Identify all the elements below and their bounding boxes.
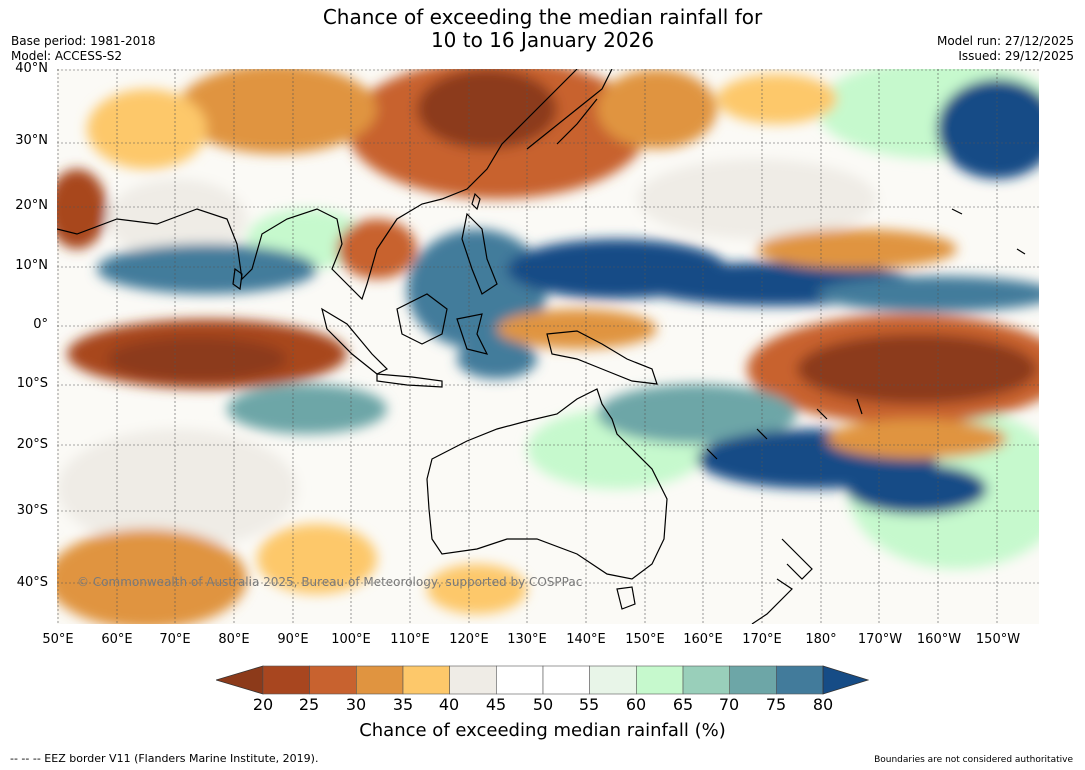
colorbar-segment — [682, 665, 730, 695]
colorbar-tick: 20 — [252, 695, 274, 714]
colorbar-tick: 65 — [672, 695, 694, 714]
colorbar-tick: 30 — [345, 695, 367, 714]
lon-label: 120°E — [449, 632, 489, 647]
lon-label: 150°W — [975, 632, 1021, 647]
lat-label: 40°S — [16, 575, 48, 590]
colorbar-tick: 80 — [812, 695, 834, 714]
model-run: Model run: 27/12/2025 — [936, 34, 1074, 48]
map-title-line2: 10 to 16 January 2026 — [430, 28, 655, 52]
lat-label: 30°N — [15, 133, 48, 148]
new-guinea-coastline — [546, 330, 658, 385]
java-coastline — [376, 373, 443, 388]
lon-label: 150°E — [625, 632, 665, 647]
copyright-notice: © Commonwealth of Australia 2025, Bureau… — [77, 575, 583, 589]
lon-label: 100°E — [331, 632, 371, 647]
lat-label: 40°N — [15, 61, 48, 76]
colorbar-tick: 70 — [718, 695, 740, 714]
colorbar-tick: 45 — [485, 695, 507, 714]
colorbar-segment — [589, 665, 637, 695]
colorbar-segment — [496, 665, 544, 695]
lon-label: 170°E — [742, 632, 782, 647]
colorbar-segment — [262, 665, 310, 695]
colorbar-tick: 55 — [578, 695, 600, 714]
tasmania-coastline — [616, 586, 636, 610]
model-name: Model: ACCESS-S2 — [11, 49, 123, 63]
lon-label: 140°E — [566, 632, 606, 647]
lat-label: 30°S — [16, 503, 48, 518]
issued-date: Issued: 29/12/2025 — [958, 49, 1074, 63]
sumatra-coastline — [321, 307, 389, 375]
rainfall-probability-map — [57, 69, 1039, 624]
pacific-islands — [706, 208, 1026, 460]
coastlines — [57, 69, 1026, 624]
colorbar-segment — [402, 665, 450, 695]
lon-label: 130°E — [507, 632, 547, 647]
colorbar-segment — [542, 665, 590, 695]
lon-label: 50°E — [42, 632, 74, 647]
lon-label: 80°E — [218, 632, 250, 647]
lon-label: 60°E — [101, 632, 133, 647]
japan-coastline — [526, 69, 613, 150]
lat-label: 10°N — [15, 258, 48, 273]
colorbar-tick: 25 — [298, 695, 320, 714]
australia-coastline — [426, 388, 668, 580]
colorbar-tick: 40 — [438, 695, 460, 714]
colorbar-segment — [776, 665, 824, 695]
lat-label: 20°S — [16, 437, 48, 452]
colorbar-tick: 35 — [392, 695, 414, 714]
lon-label: 180° — [805, 632, 837, 647]
colorbar-tick: 75 — [765, 695, 787, 714]
lat-label: 0° — [33, 317, 48, 332]
base-period: Base period: 1981-2018 — [11, 34, 156, 48]
lon-label: 160°E — [683, 632, 723, 647]
lat-label: 20°N — [15, 198, 48, 213]
new-zealand-coastline — [751, 538, 813, 624]
colorbar-tick: 50 — [532, 695, 554, 714]
colorbar-segment — [729, 665, 777, 695]
graticule — [57, 69, 1039, 624]
colorbar-arrow-high — [822, 665, 869, 695]
lon-label: 70°E — [159, 632, 191, 647]
colorbar-segment — [309, 665, 357, 695]
colorbar-title: Chance of exceeding median rainfall (%) — [359, 720, 726, 741]
sulawesi-coastline — [456, 313, 489, 355]
lon-label: 90°E — [277, 632, 309, 647]
sri-lanka-coastline — [232, 267, 243, 291]
colorbar-tick: 60 — [625, 695, 647, 714]
colorbar-segment — [356, 665, 404, 695]
lon-label: 160°W — [916, 632, 962, 647]
borneo-coastline — [396, 293, 448, 345]
map-title-line1: Chance of exceeding the median rainfall … — [322, 5, 763, 29]
lon-label: 110°E — [390, 632, 430, 647]
colorbar-segment — [636, 665, 684, 695]
colorbar — [216, 665, 869, 695]
map-canvas — [57, 69, 1039, 624]
lon-label: 170°W — [857, 632, 903, 647]
lat-label: 10°S — [16, 376, 48, 391]
boundaries-disclaimer: Boundaries are not considered authoritat… — [874, 755, 1073, 765]
taiwan-coastline — [471, 192, 481, 211]
colorbar-arrow-low — [216, 665, 264, 695]
asia-coastline — [57, 69, 578, 301]
colorbar-segment — [449, 665, 497, 695]
philippines-coastline — [461, 212, 498, 295]
eez-border-legend: -- -- -- EEZ border V11 (Flanders Marine… — [10, 752, 319, 765]
